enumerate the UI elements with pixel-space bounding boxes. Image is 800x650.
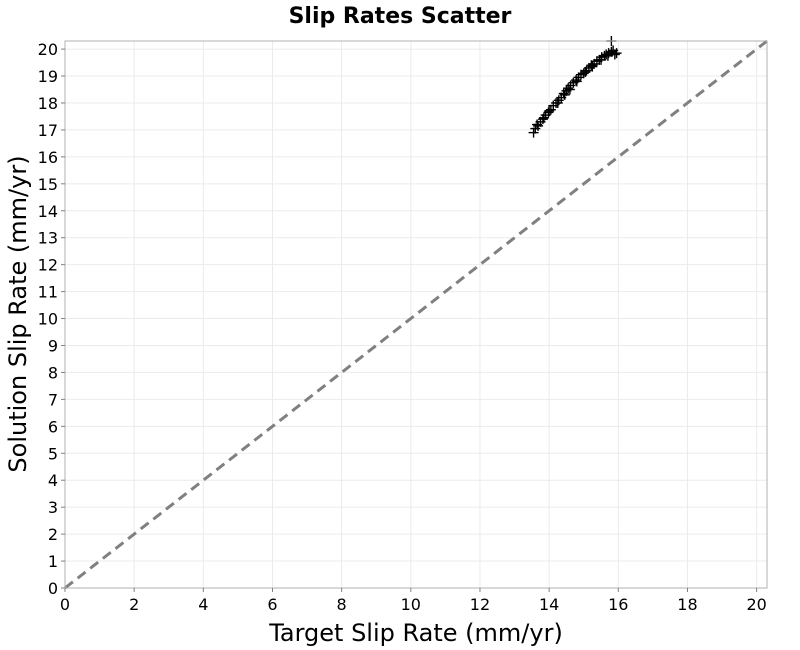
data-point [611,48,622,59]
data-point [596,54,607,65]
y-tick-label: 16 [38,148,58,167]
y-tick-label: 13 [38,229,58,248]
data-point [545,104,556,115]
y-tick-label: 6 [48,417,58,436]
y-tick-label: 15 [38,175,58,194]
x-tick-label: 6 [267,595,277,614]
x-axis-label: Target Slip Rate (mm/yr) [268,619,563,647]
y-axis-label: Solution Slip Rate (mm/yr) [4,155,32,472]
x-tick-label: 2 [129,595,139,614]
data-point [602,50,613,61]
data-point [559,89,570,100]
y-tick-label: 17 [38,121,58,140]
x-tick-label: 20 [746,595,766,614]
data-point [538,112,549,123]
x-tick-label: 10 [401,595,421,614]
y-tick-label: 11 [38,283,58,302]
x-tick-label: 18 [677,595,697,614]
reference-line [64,39,768,590]
x-tick-label: 16 [608,595,628,614]
y-tick-label: 5 [48,444,58,463]
x-tick-label: 12 [470,595,490,614]
y-tick-label: 7 [48,390,58,409]
x-tick-label: 4 [198,595,208,614]
data-point [564,84,575,95]
y-tick-label: 10 [38,310,58,329]
data-point [553,95,564,106]
y-tick-label: 18 [38,94,58,113]
data-point [580,66,591,77]
y-tick-label: 14 [38,202,58,221]
y-tick-label: 4 [48,471,58,490]
chart-title: Slip Rates Scatter [289,4,512,29]
data-point [587,61,598,72]
x-tick-labels: 0 2 4 6 8 10 12 14 16 18 20 [60,595,767,614]
data-point [552,97,563,108]
data-point [609,49,620,60]
plot-frame [64,40,768,589]
y-tick-label: 8 [48,363,58,382]
x-tick-label: 0 [60,595,70,614]
data-point [601,49,612,60]
x-tick-label: 14 [539,595,559,614]
y-tick-label: 3 [48,498,58,517]
y-tick-label: 2 [48,525,58,544]
x-tick-label: 8 [337,595,347,614]
data-point [544,106,555,117]
data-point [532,119,543,130]
y-tick-label: 1 [48,552,58,571]
data-point [528,127,539,138]
y-tick-label: 19 [38,67,58,86]
y-tick-label: 0 [48,579,58,598]
axis-ticks [61,48,758,592]
data-point [571,76,582,87]
y-tick-label: 12 [38,256,58,275]
y-tick-label: 20 [38,40,58,59]
data-point [533,120,544,131]
y-tick-label: 9 [48,336,58,355]
identity-reference-line [64,39,768,590]
scatter-points [528,36,622,138]
data-point [591,56,602,67]
